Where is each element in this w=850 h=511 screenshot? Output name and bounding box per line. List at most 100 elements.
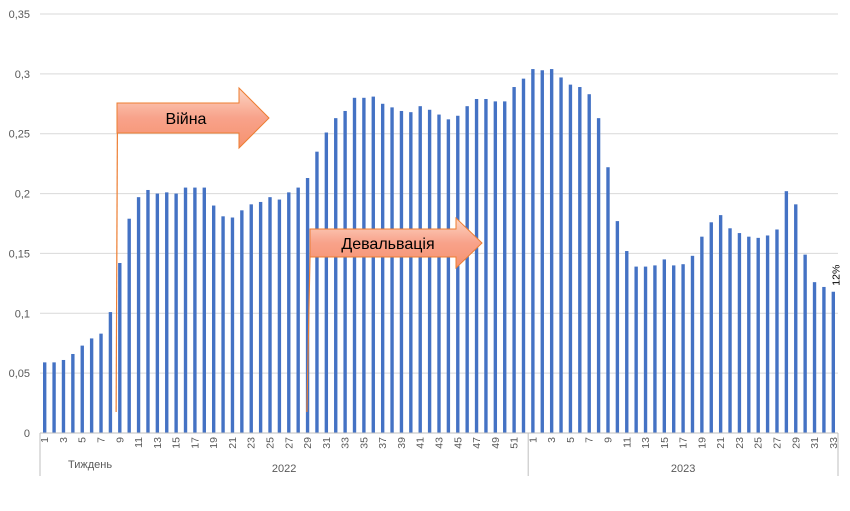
bar	[606, 167, 610, 433]
annotation-marker-line	[306, 230, 312, 413]
bar	[775, 229, 779, 433]
annotation-arrow	[309, 216, 483, 270]
bar	[418, 106, 422, 434]
bar	[765, 235, 770, 433]
x-tick-label: 17	[678, 437, 690, 449]
y-tick-label: 0	[24, 428, 30, 440]
x-tick-label: 25	[753, 437, 765, 449]
data-label: 12%	[830, 265, 842, 286]
bar	[512, 87, 516, 434]
x-tick-label: 33	[340, 437, 352, 449]
x-tick-label: 19	[696, 437, 708, 449]
x-tick-label: 43	[434, 437, 446, 449]
x-tick-label: 23	[246, 437, 258, 449]
bar	[756, 237, 760, 433]
bar	[127, 218, 131, 433]
bar	[531, 69, 535, 433]
bar	[540, 70, 544, 433]
bar	[211, 205, 216, 433]
bar	[277, 199, 282, 433]
bar	[427, 109, 432, 434]
bar	[305, 178, 310, 433]
bar	[268, 197, 272, 433]
bar	[831, 291, 835, 433]
group-label: 2022	[272, 463, 296, 475]
bar	[737, 233, 742, 433]
x-tick-label: 21	[715, 437, 727, 449]
bar	[108, 312, 113, 433]
x-tick-label: 35	[358, 437, 370, 449]
annotation-label: Девальвація	[341, 236, 434, 253]
bar	[728, 228, 732, 433]
bar	[465, 106, 469, 434]
bar	[71, 353, 75, 433]
x-tick-label: 3	[546, 437, 558, 443]
bar	[409, 112, 413, 433]
bar	[578, 87, 582, 434]
annotations: Війна Девальвація	[115, 86, 483, 413]
bar	[136, 197, 141, 433]
bar	[484, 98, 488, 434]
bar	[559, 77, 563, 433]
annotation-label: Війна	[166, 111, 207, 128]
bar	[474, 98, 479, 434]
x-tick-label: 7	[96, 437, 108, 443]
bar	[437, 114, 441, 433]
x-tick-label: 19	[208, 437, 220, 449]
x-tick-label: 31	[321, 437, 333, 449]
bar	[380, 103, 385, 434]
x-tick-label: 37	[377, 437, 389, 449]
x-tick-label: 11	[133, 437, 145, 448]
x-tick-label: 41	[415, 437, 427, 449]
x-tick-label: 9	[602, 437, 614, 443]
group-label: 2023	[671, 463, 695, 475]
x-tick-label: 51	[509, 437, 521, 449]
x-tick-label: 33	[828, 437, 840, 449]
x-tick-label: 13	[640, 437, 652, 449]
x-axis: 1 3 5 7 9 11 13 15 17 19 21 23 25 27 29 31 33 35 37 39 41 43 4…	[39, 432, 840, 476]
annotation-arrow	[116, 86, 270, 150]
bar	[700, 236, 704, 433]
x-tick-label: 47	[471, 437, 483, 449]
x-tick-label: 1	[527, 437, 539, 443]
bar	[794, 204, 798, 433]
bar	[324, 132, 329, 433]
bar	[249, 204, 253, 433]
y-tick-label: 0,2	[15, 189, 30, 201]
x-tick-label: 17	[189, 437, 201, 449]
bar	[202, 187, 206, 433]
bars	[43, 69, 835, 434]
x-axis-title: Тиждень	[68, 459, 112, 471]
bar	[240, 210, 244, 433]
bar	[43, 362, 47, 433]
x-tick-label: 21	[227, 437, 239, 449]
x-tick-label: 29	[302, 437, 314, 449]
bar	[672, 265, 676, 433]
bar	[446, 119, 451, 433]
x-tick-label: 7	[584, 437, 596, 443]
bar	[653, 265, 657, 433]
bar	[634, 266, 638, 433]
x-tick-label: 3	[58, 437, 70, 443]
bar	[662, 259, 667, 433]
bar	[89, 338, 94, 433]
bar	[165, 192, 169, 433]
x-tick-label: 49	[490, 437, 502, 449]
bar	[784, 191, 789, 433]
bar	[803, 254, 807, 433]
x-tick-label: 45	[452, 437, 464, 449]
x-tick-label: 15	[659, 437, 671, 449]
bar	[99, 333, 103, 433]
bar	[747, 236, 751, 433]
x-tick-label: 23	[734, 437, 746, 449]
bar	[52, 362, 56, 433]
x-tick-label: 29	[790, 437, 802, 449]
bar	[315, 151, 319, 433]
bar	[61, 359, 66, 433]
bar	[193, 187, 197, 433]
y-tick-label: 0,25	[9, 129, 30, 141]
bar	[258, 201, 263, 433]
bar	[596, 118, 601, 433]
bar	[643, 266, 648, 433]
